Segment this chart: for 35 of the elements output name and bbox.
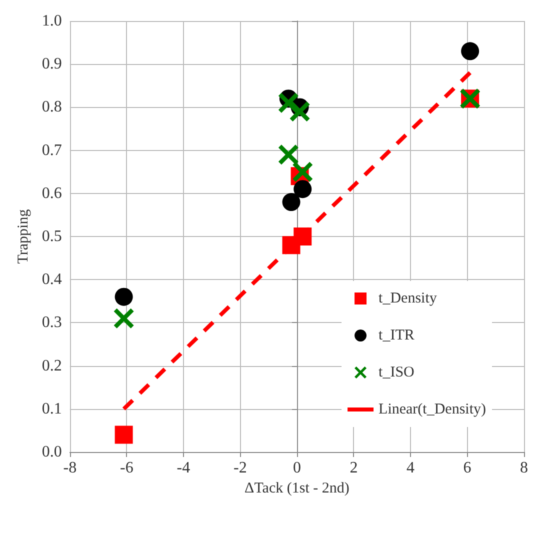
point bbox=[282, 193, 300, 212]
x-tick-label: -2 bbox=[234, 460, 247, 476]
x-tick-label: -4 bbox=[176, 460, 190, 476]
y-tick-label: 0.3 bbox=[42, 314, 62, 332]
legend-label: t_ITR bbox=[378, 328, 414, 344]
point bbox=[292, 162, 313, 182]
legend-label: t_Density bbox=[378, 290, 438, 306]
point bbox=[114, 308, 134, 328]
y-tick-label: 0.4 bbox=[42, 271, 62, 288]
legend-label: t_ISO bbox=[378, 364, 415, 380]
y-tick-label: 0.7 bbox=[42, 142, 62, 159]
point bbox=[290, 102, 310, 122]
y-tick-label: 0.8 bbox=[42, 98, 62, 116]
x-tick-label: 4 bbox=[406, 460, 414, 476]
legend-label: Linear(t_Density) bbox=[378, 402, 486, 418]
x-tick-label: -6 bbox=[120, 460, 134, 476]
x-tick-label: 0 bbox=[292, 460, 301, 476]
y-tick-label: 0.2 bbox=[42, 357, 62, 374]
y-axis-title: Trapping bbox=[16, 208, 32, 264]
y-tick-label: 1.0 bbox=[42, 12, 62, 30]
point bbox=[114, 426, 133, 444]
point bbox=[114, 288, 133, 306]
point bbox=[278, 144, 298, 165]
y-tick-label: 0.5 bbox=[42, 228, 62, 245]
x-tick-label: 8 bbox=[520, 460, 528, 476]
y-tick-label: 0.1 bbox=[42, 400, 62, 418]
x-tick-label: -8 bbox=[63, 460, 77, 476]
x-tick-label: 2 bbox=[350, 460, 358, 476]
point bbox=[461, 42, 480, 60]
x-axis-title: ΔTack (1st - 2nd) bbox=[244, 480, 350, 496]
x-tick-label: 6 bbox=[463, 460, 472, 476]
y-tick-label: 0.0 bbox=[42, 444, 62, 460]
point bbox=[294, 180, 312, 198]
y-tick-label: 0.6 bbox=[42, 184, 62, 202]
y-tick-label: 0.9 bbox=[42, 56, 62, 73]
